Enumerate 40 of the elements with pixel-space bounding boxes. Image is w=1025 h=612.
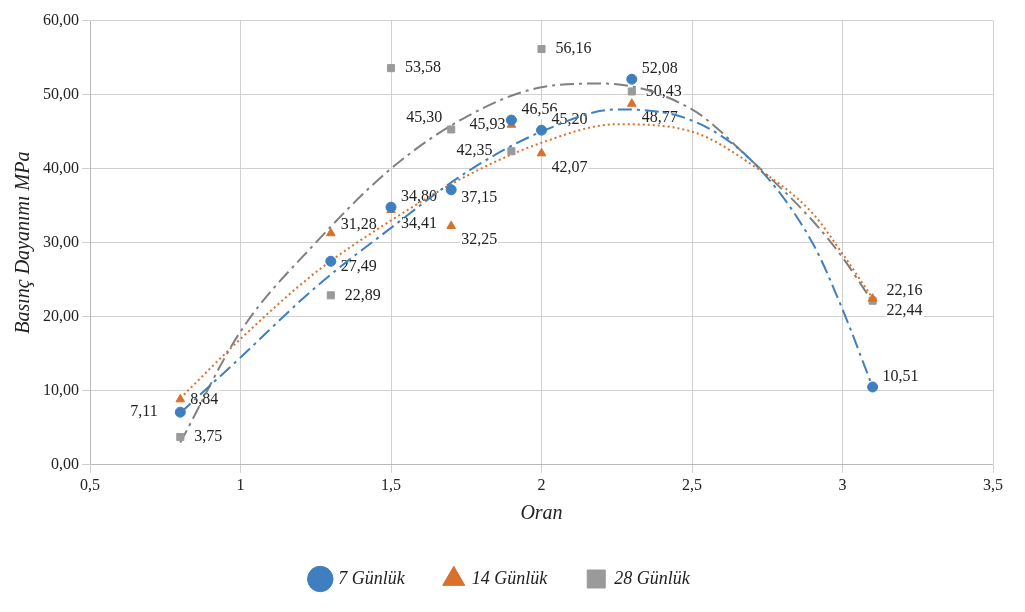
y-tick-label: 60,00 xyxy=(43,10,79,28)
data-label: 10,51 xyxy=(882,367,919,385)
data-label: 42,07 xyxy=(551,157,588,175)
data-label: 31,28 xyxy=(340,215,377,233)
x-tick-label: 3 xyxy=(838,475,847,493)
data-label: 3,75 xyxy=(194,427,223,445)
y-tick-label: 20,00 xyxy=(43,306,79,324)
x-tick-label: 1 xyxy=(236,475,245,493)
data-label: 22,44 xyxy=(886,300,923,318)
x-tick-label: 2 xyxy=(537,475,546,493)
y-tick-label: 40,00 xyxy=(43,158,79,176)
data-label: 22,16 xyxy=(886,280,923,298)
y-axis-title: Basınç Dayanımı MPa xyxy=(11,151,35,334)
x-tick-label: 1,5 xyxy=(381,475,401,493)
x-tick-label: 3,5 xyxy=(983,475,1003,493)
data-label: 45,30 xyxy=(406,107,443,125)
data-label: 56,16 xyxy=(555,39,592,57)
data-label: 34,41 xyxy=(401,214,437,232)
data-label: 42,35 xyxy=(456,141,493,159)
y-tick-label: 10,00 xyxy=(43,380,79,398)
data-label: 8,84 xyxy=(190,389,219,407)
y-tick-label: 30,00 xyxy=(43,232,79,250)
y-tick-label: 0,00 xyxy=(51,455,79,472)
data-label: 27,49 xyxy=(340,257,377,275)
data-label: 22,89 xyxy=(344,285,381,303)
legend-label: 14 Günlük xyxy=(471,567,549,588)
x-tick-label: 2,5 xyxy=(682,475,702,493)
x-axis-title: Oran xyxy=(520,501,563,524)
legend-label: 28 Günlük xyxy=(614,567,691,588)
data-label: 52,08 xyxy=(641,59,678,77)
data-label: 34,80 xyxy=(401,187,437,205)
y-tick-label: 50,00 xyxy=(43,84,79,102)
data-label: 7,11 xyxy=(130,402,158,420)
x-tick-label: 0,5 xyxy=(80,475,100,493)
data-label: 53,58 xyxy=(405,58,441,76)
data-label: 37,15 xyxy=(461,187,498,205)
data-label: 32,25 xyxy=(461,230,498,248)
data-label: 50,43 xyxy=(645,81,682,99)
legend-label: 7 Günlük xyxy=(338,567,406,588)
data-label: 45,93 xyxy=(469,114,506,132)
